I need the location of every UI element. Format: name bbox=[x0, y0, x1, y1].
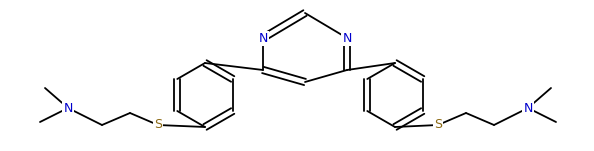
Text: N: N bbox=[258, 32, 268, 45]
Text: N: N bbox=[342, 32, 352, 45]
Text: N: N bbox=[64, 101, 72, 114]
Text: S: S bbox=[154, 119, 162, 132]
Text: S: S bbox=[434, 119, 442, 132]
Text: N: N bbox=[523, 101, 533, 114]
